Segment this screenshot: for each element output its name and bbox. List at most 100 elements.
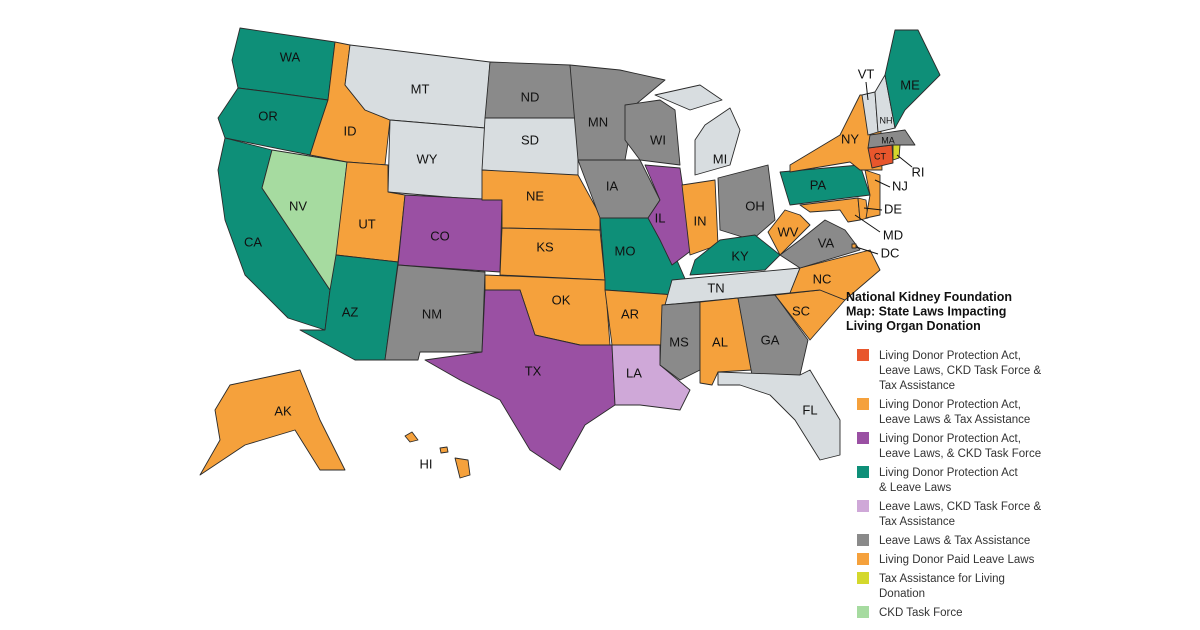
legend-label: Tax Assistance <box>879 516 955 528</box>
state-label: DE <box>884 201 902 216</box>
state <box>404 431 471 479</box>
state-label: NJ <box>892 178 908 193</box>
leader-line <box>865 81 869 101</box>
state-label: VT <box>858 66 875 81</box>
legend-swatch <box>857 349 869 361</box>
state-label: WI <box>650 132 666 147</box>
state-label: NM <box>422 306 442 321</box>
legend-label: & Leave Laws <box>879 482 951 494</box>
state-label: MT <box>411 81 430 96</box>
state-label: MN <box>588 114 608 129</box>
legend-label: Living Donor Protection Act, <box>879 433 1021 445</box>
state-label: SC <box>792 303 810 318</box>
legend-title: Living Organ Donation <box>846 319 981 333</box>
legend-label: Tax Assistance <box>879 380 955 392</box>
state-label: NE <box>526 188 544 203</box>
state <box>767 209 811 256</box>
state-label: ND <box>521 89 540 104</box>
state-label: ID <box>344 123 357 138</box>
state-label: KS <box>536 239 554 254</box>
state <box>717 164 776 241</box>
state-label: MS <box>669 334 689 349</box>
legend-swatch <box>857 500 869 512</box>
state-label: KY <box>731 248 749 263</box>
state <box>644 164 693 266</box>
legend-swatch <box>857 572 869 584</box>
state-label: WY <box>417 151 438 166</box>
state <box>424 289 616 471</box>
state <box>851 243 857 249</box>
legend-label: Living Donor Protection Act, <box>879 399 1021 411</box>
state-label: ME <box>900 77 920 92</box>
state <box>779 219 861 269</box>
state-label: IL <box>655 210 666 225</box>
legend-label: CKD Task Force <box>879 607 963 619</box>
state <box>864 169 881 219</box>
leader-line <box>874 179 891 188</box>
state-label: NV <box>289 198 307 213</box>
state-label: SD <box>521 132 539 147</box>
state <box>789 94 883 173</box>
state-label: MI <box>713 151 727 166</box>
state-label: CT <box>874 151 886 161</box>
state-label: AR <box>621 306 639 321</box>
legend-label: Living Donor Protection Act <box>879 467 1019 479</box>
state-label: NC <box>813 271 832 286</box>
states <box>199 27 941 479</box>
leader-line <box>896 154 913 168</box>
legend-label: Living Donor Protection Act, <box>879 350 1021 362</box>
state-label: VA <box>818 235 835 250</box>
state-label: WV <box>778 224 799 239</box>
state <box>737 294 809 376</box>
state-label: RI <box>912 164 925 179</box>
state-label: OK <box>552 292 571 307</box>
state-label: WA <box>280 49 301 64</box>
leader-line <box>863 207 883 211</box>
state <box>397 194 503 273</box>
state-label: CA <box>244 234 262 249</box>
legend-label: Living Donor Paid Leave Laws <box>879 554 1035 566</box>
state-label: FL <box>802 402 817 417</box>
state-label: OH <box>745 198 765 213</box>
state-labels: WA OR CA NV ID MT WY UT CO AZ NM ND SD NE KS OK TX MN IA MO… <box>244 49 925 471</box>
state-label: OR <box>258 108 278 123</box>
state-label: CO <box>430 228 450 243</box>
state-label: IA <box>606 178 619 193</box>
legend-swatch <box>857 432 869 444</box>
state-label: NH <box>880 115 893 125</box>
legend-title: Map: State Laws Impacting <box>846 305 1006 319</box>
state-label: GA <box>761 332 780 347</box>
state-label: DC <box>881 245 900 260</box>
legend-label: Leave Laws, & CKD Task Force <box>879 448 1041 460</box>
state <box>867 129 916 149</box>
state-label: MD <box>883 227 903 242</box>
state-label: LA <box>626 365 642 380</box>
state-label: AL <box>712 334 728 349</box>
state <box>717 369 841 461</box>
legend-swatch <box>857 398 869 410</box>
state <box>884 29 941 129</box>
state <box>659 301 701 381</box>
state <box>481 117 579 179</box>
state-label: HI <box>420 456 433 471</box>
legend-label: Tax Assistance for Living <box>879 573 1005 585</box>
state-label: TX <box>525 363 542 378</box>
state-label: TN <box>707 280 724 295</box>
state-label: NY <box>841 131 859 146</box>
leader-line <box>855 246 879 255</box>
legend-label: Leave Laws, CKD Task Force & <box>879 365 1041 377</box>
state-label: PA <box>810 177 827 192</box>
state <box>384 264 486 361</box>
state <box>654 84 741 176</box>
state <box>892 144 901 161</box>
legend-swatch <box>857 466 869 478</box>
legend-title: National Kidney Foundation <box>846 290 1012 304</box>
state-label: MO <box>615 243 636 258</box>
legend-swatch <box>857 553 869 565</box>
state <box>199 369 346 476</box>
leader-line <box>854 214 881 233</box>
state <box>611 344 691 411</box>
